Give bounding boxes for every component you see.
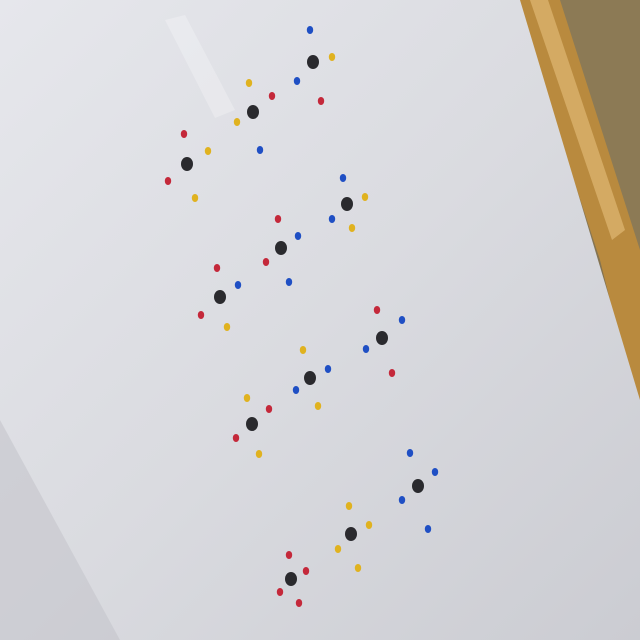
blue-dot	[328, 215, 336, 223]
yellow-dot	[328, 53, 336, 61]
black-center-dot	[345, 527, 357, 541]
paper-shade	[0, 420, 120, 640]
yellow-dot	[191, 194, 199, 202]
black-center-dot	[307, 55, 319, 69]
black-center-dot	[376, 331, 388, 345]
yellow-dot	[345, 502, 353, 510]
blue-dot	[324, 365, 332, 373]
dot-group-2	[233, 79, 276, 154]
yellow-dot	[243, 394, 251, 402]
blue-dot	[406, 449, 414, 457]
red-dot	[274, 215, 282, 223]
yellow-dot	[204, 147, 212, 155]
blue-dot	[294, 232, 302, 240]
red-dot	[197, 311, 205, 319]
yellow-dot	[365, 521, 373, 529]
red-dot	[213, 264, 221, 272]
red-dot	[302, 567, 310, 575]
yellow-dot	[314, 402, 322, 410]
black-center-dot	[247, 105, 259, 119]
yellow-dot	[354, 564, 362, 572]
blue-dot	[424, 525, 432, 533]
dot-group-5	[262, 215, 302, 286]
blue-dot	[293, 77, 301, 85]
red-dot	[388, 369, 396, 377]
yellow-dot	[361, 193, 369, 201]
red-dot	[262, 258, 270, 266]
blue-dot	[339, 174, 347, 182]
red-dot	[265, 405, 273, 413]
red-dot	[295, 599, 303, 607]
black-center-dot	[181, 157, 193, 171]
yellow-dot	[334, 545, 342, 553]
black-center-dot	[304, 371, 316, 385]
black-center-dot	[275, 241, 287, 255]
blue-dot	[431, 468, 439, 476]
red-dot	[276, 588, 284, 596]
dot-group-7	[362, 306, 406, 377]
red-dot	[164, 177, 172, 185]
yellow-dot	[255, 450, 263, 458]
yellow-dot	[223, 323, 231, 331]
blue-dot	[285, 278, 293, 286]
dot-group-12	[276, 551, 310, 607]
red-dot	[373, 306, 381, 314]
red-dot	[232, 434, 240, 442]
black-center-dot	[341, 197, 353, 211]
red-dot	[268, 92, 276, 100]
blue-dot	[398, 316, 406, 324]
red-dot	[285, 551, 293, 559]
blue-dot	[256, 146, 264, 154]
dot-group-9	[232, 394, 273, 458]
dot-group-1	[293, 26, 336, 105]
black-center-dot	[412, 479, 424, 493]
blue-dot	[398, 496, 406, 504]
red-dot	[317, 97, 325, 105]
blue-dot	[292, 386, 300, 394]
yellow-dot	[233, 118, 241, 126]
dot-group-3	[164, 130, 212, 202]
dot-group-11	[334, 502, 373, 572]
yellow-dot	[348, 224, 356, 232]
red-dot	[180, 130, 188, 138]
table-wood-highlight	[530, 0, 625, 240]
dot-group-6	[197, 264, 242, 331]
blue-dot	[234, 281, 242, 289]
black-center-dot	[214, 290, 226, 304]
yellow-dot	[299, 346, 307, 354]
table-surface	[515, 0, 640, 420]
black-center-dot	[246, 417, 258, 431]
dot-group-4	[328, 174, 369, 232]
blue-dot	[362, 345, 370, 353]
yellow-dot	[245, 79, 253, 87]
blue-dot	[306, 26, 314, 34]
dot-group-10	[398, 449, 439, 533]
dot-group-8	[292, 346, 332, 410]
black-center-dot	[285, 572, 297, 586]
dot-groups	[164, 26, 439, 607]
